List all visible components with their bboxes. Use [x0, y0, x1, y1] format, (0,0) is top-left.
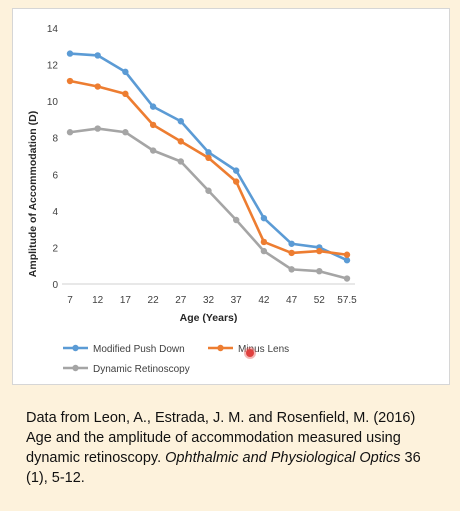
legend-item: Minus Lens [208, 344, 289, 355]
data-point [122, 90, 129, 98]
y-tick-label: 8 [52, 134, 58, 145]
data-point [343, 251, 351, 258]
legend-swatch-marker [217, 344, 224, 352]
data-point [288, 240, 295, 247]
legend-label: Minus Lens [238, 344, 289, 355]
legend-label: Modified Push Down [93, 344, 185, 355]
x-tick-label: 32 [203, 295, 215, 306]
legend-swatch-marker [72, 344, 79, 352]
line-chart: 0 2 4 6 8 10 12 14 7 12 17 22 27 32 37 42 47 52 57.5 Age (Y… [27, 24, 357, 375]
y-tick-label: 6 [52, 170, 58, 181]
data-point [260, 238, 268, 246]
series-1 [66, 77, 351, 258]
data-point [233, 178, 240, 185]
y-tick-label: 10 [47, 97, 59, 108]
series-line [68, 79, 349, 257]
data-point [343, 275, 351, 282]
caption-text-1: Data from Leon, A., Estrada, J. M. and R… [26, 410, 416, 466]
data-point [94, 83, 101, 90]
citation-caption: Data from Leon, A., Estrada, J. M. and R… [26, 408, 436, 488]
data-point [288, 266, 295, 273]
data-point [177, 138, 184, 145]
legend-swatch-marker [72, 364, 79, 372]
y-tick-label: 4 [52, 207, 58, 218]
data-point [260, 214, 268, 222]
y-tick-label: 14 [47, 24, 59, 35]
data-point [122, 129, 129, 136]
data-point [233, 167, 240, 174]
data-point [343, 257, 351, 264]
data-point [66, 77, 74, 85]
data-point [177, 118, 184, 125]
data-point [316, 268, 323, 275]
y-tick-label: 0 [52, 280, 58, 291]
x-tick-label: 57.5 [337, 295, 357, 306]
x-tick-label: 22 [148, 295, 160, 306]
legend-label: Dynamic Retinoscopy [93, 364, 190, 375]
y-axis-title: Amplitude of Accommodation (D) [27, 111, 39, 277]
y-tick-label: 2 [52, 243, 58, 254]
x-tick-label: 47 [286, 295, 298, 306]
data-point [205, 149, 212, 156]
data-point [66, 50, 74, 57]
data-point [205, 187, 212, 194]
data-point [94, 125, 101, 132]
data-point [149, 103, 157, 110]
data-point [66, 129, 74, 136]
data-point [233, 216, 240, 224]
data-point [288, 249, 295, 257]
data-point [149, 121, 157, 129]
series-2 [66, 125, 351, 282]
x-tick-label: 52 [314, 295, 326, 306]
x-tick-label: 12 [92, 295, 104, 306]
cursor-highlight-dot [246, 349, 254, 357]
x-tick-label: 27 [175, 295, 187, 306]
y-tick-label: 12 [47, 61, 59, 72]
data-point [205, 154, 212, 162]
x-axis-title: Age (Years) [180, 312, 238, 324]
x-tick-label: 17 [120, 295, 132, 306]
legend-item: Dynamic Retinoscopy [63, 364, 190, 375]
data-point [149, 147, 157, 154]
caption-text-2: 36 (1), 5-12. [26, 450, 421, 486]
x-tick-label: 37 [231, 295, 243, 306]
chart-panel: 0 2 4 6 8 10 12 14 7 12 17 22 27 32 37 42 47 52 57.5 Age (Y… [12, 8, 450, 385]
data-point [94, 52, 101, 59]
caption-journal: Ophthalmic and Physiological Optics [165, 450, 401, 466]
legend-item: Modified Push Down [63, 344, 185, 355]
series-0 [66, 50, 351, 264]
x-tick-label: 7 [67, 295, 73, 306]
data-point [260, 247, 268, 255]
data-point [177, 158, 184, 165]
data-point [122, 68, 129, 76]
data-point [316, 247, 323, 255]
x-tick-label: 42 [258, 295, 270, 306]
